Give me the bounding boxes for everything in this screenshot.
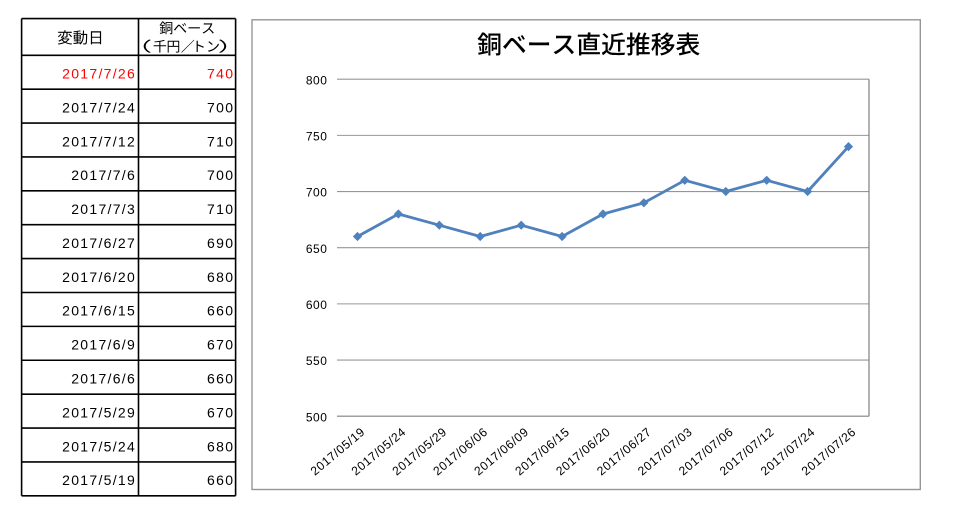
svg-text:800: 800 bbox=[306, 73, 328, 87]
svg-text:2017/6/27: 2017/6/27 bbox=[62, 235, 136, 251]
svg-text:2017/7/12: 2017/7/12 bbox=[62, 133, 136, 149]
svg-text:2017/5/19: 2017/5/19 bbox=[62, 472, 136, 488]
svg-text:680: 680 bbox=[207, 269, 234, 285]
svg-text:710: 710 bbox=[207, 201, 234, 217]
svg-text:670: 670 bbox=[207, 404, 234, 420]
svg-text:740: 740 bbox=[207, 66, 234, 82]
svg-text:2017/6/6: 2017/6/6 bbox=[71, 371, 136, 387]
svg-text:680: 680 bbox=[207, 438, 234, 454]
svg-text:2017/6/15: 2017/6/15 bbox=[62, 303, 136, 319]
svg-text:600: 600 bbox=[306, 298, 328, 312]
svg-text:2017/7/3: 2017/7/3 bbox=[71, 201, 136, 217]
svg-text:2017/5/29: 2017/5/29 bbox=[62, 404, 136, 420]
svg-text:710: 710 bbox=[207, 133, 234, 149]
svg-text:2017/6/9: 2017/6/9 bbox=[71, 337, 136, 353]
svg-text:660: 660 bbox=[207, 303, 234, 319]
svg-text:550: 550 bbox=[306, 354, 328, 368]
svg-text:2017/6/20: 2017/6/20 bbox=[62, 269, 136, 285]
svg-text:500: 500 bbox=[306, 410, 328, 424]
svg-text:670: 670 bbox=[207, 337, 234, 353]
svg-text:2017/7/24: 2017/7/24 bbox=[62, 99, 136, 115]
svg-text:2017/7/26: 2017/7/26 bbox=[62, 66, 136, 82]
svg-text:660: 660 bbox=[207, 472, 234, 488]
svg-text:690: 690 bbox=[207, 235, 234, 251]
svg-text:2017/5/24: 2017/5/24 bbox=[62, 438, 136, 454]
svg-text:2017/7/6: 2017/7/6 bbox=[71, 167, 136, 183]
svg-text:700: 700 bbox=[207, 99, 234, 115]
svg-text:650: 650 bbox=[306, 242, 328, 256]
svg-text:750: 750 bbox=[306, 130, 328, 144]
svg-text:660: 660 bbox=[207, 371, 234, 387]
svg-text:700: 700 bbox=[207, 167, 234, 183]
svg-text:700: 700 bbox=[306, 186, 328, 200]
